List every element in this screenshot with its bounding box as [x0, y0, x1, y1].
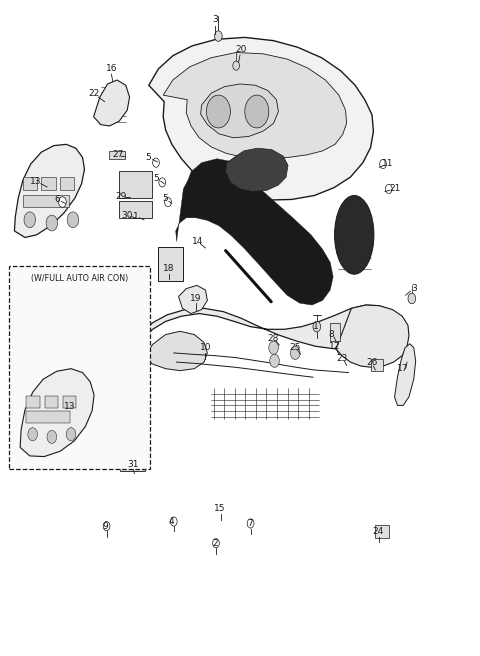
Polygon shape [163, 52, 347, 159]
Text: 27: 27 [112, 150, 123, 159]
Text: 13: 13 [30, 176, 42, 186]
Bar [109, 151, 125, 159]
Bar [60, 177, 74, 190]
Circle shape [170, 517, 177, 526]
Circle shape [66, 428, 76, 441]
Text: 1: 1 [132, 212, 138, 221]
Text: 8: 8 [328, 330, 334, 339]
Text: 13: 13 [64, 402, 75, 411]
Text: 21: 21 [389, 184, 400, 194]
Text: 31: 31 [128, 460, 139, 469]
Text: 24: 24 [372, 527, 384, 536]
Text: 9: 9 [103, 522, 108, 531]
Circle shape [159, 178, 166, 187]
Text: 19: 19 [190, 294, 202, 303]
Circle shape [59, 197, 66, 207]
Text: 1: 1 [313, 322, 319, 331]
Text: 3: 3 [212, 15, 218, 24]
Ellipse shape [335, 195, 374, 274]
Polygon shape [226, 148, 288, 192]
Polygon shape [149, 37, 373, 200]
Polygon shape [179, 285, 207, 314]
Bar [375, 525, 389, 538]
Bar [23, 177, 37, 190]
Circle shape [380, 159, 386, 169]
Text: 25: 25 [289, 343, 301, 352]
Polygon shape [14, 144, 84, 237]
Text: 5: 5 [154, 174, 159, 183]
Circle shape [269, 341, 278, 354]
Circle shape [290, 346, 300, 359]
Bar [119, 201, 152, 218]
Bar [26, 396, 40, 408]
Text: 4: 4 [169, 517, 175, 526]
Text: 20: 20 [235, 45, 247, 54]
Text: 6: 6 [55, 195, 60, 204]
Text: 29: 29 [115, 192, 127, 201]
Bar [45, 396, 58, 408]
Bar [158, 247, 183, 281]
Bar [26, 411, 70, 423]
Circle shape [376, 527, 383, 536]
Text: 17: 17 [396, 364, 408, 373]
Circle shape [46, 215, 58, 231]
Polygon shape [20, 369, 94, 457]
Polygon shape [395, 344, 416, 405]
Circle shape [206, 95, 230, 128]
Text: 7: 7 [247, 519, 252, 528]
Bar [119, 171, 152, 198]
Text: (W/FULL AUTO AIR CON): (W/FULL AUTO AIR CON) [31, 274, 128, 283]
Circle shape [233, 61, 240, 70]
Text: 18: 18 [163, 264, 175, 274]
Bar [120, 451, 145, 471]
Circle shape [313, 321, 321, 332]
Text: 11: 11 [382, 159, 394, 169]
Circle shape [270, 354, 279, 367]
Circle shape [28, 428, 37, 441]
Bar [63, 396, 76, 408]
Text: 15: 15 [214, 504, 226, 513]
Bar [23, 195, 69, 207]
Polygon shape [144, 331, 207, 371]
Circle shape [24, 212, 36, 228]
Text: 14: 14 [192, 237, 204, 246]
Circle shape [165, 197, 171, 207]
Text: 30: 30 [121, 211, 133, 220]
Circle shape [67, 212, 79, 228]
Text: 28: 28 [267, 334, 278, 343]
Text: 5: 5 [145, 153, 151, 162]
Text: 2: 2 [212, 539, 218, 548]
Circle shape [215, 31, 222, 41]
Bar [330, 323, 340, 341]
Text: 5: 5 [163, 194, 168, 203]
Circle shape [247, 519, 254, 528]
Circle shape [103, 522, 110, 531]
Text: 23: 23 [336, 354, 348, 363]
Text: 22: 22 [88, 89, 99, 98]
Text: 12: 12 [329, 342, 341, 351]
Polygon shape [94, 80, 130, 126]
Polygon shape [125, 305, 397, 369]
Circle shape [385, 184, 392, 194]
Circle shape [47, 430, 57, 443]
Circle shape [153, 158, 159, 167]
Bar [41, 177, 56, 190]
Text: 3: 3 [411, 284, 417, 293]
Circle shape [408, 293, 416, 304]
Circle shape [245, 95, 269, 128]
Text: 26: 26 [366, 358, 378, 367]
Bar [9, 266, 150, 469]
Text: 16: 16 [106, 64, 117, 73]
Polygon shape [336, 305, 409, 367]
Text: 10: 10 [200, 343, 211, 352]
Polygon shape [201, 84, 278, 138]
Polygon shape [176, 159, 333, 305]
Bar [371, 359, 383, 371]
Circle shape [213, 539, 219, 548]
